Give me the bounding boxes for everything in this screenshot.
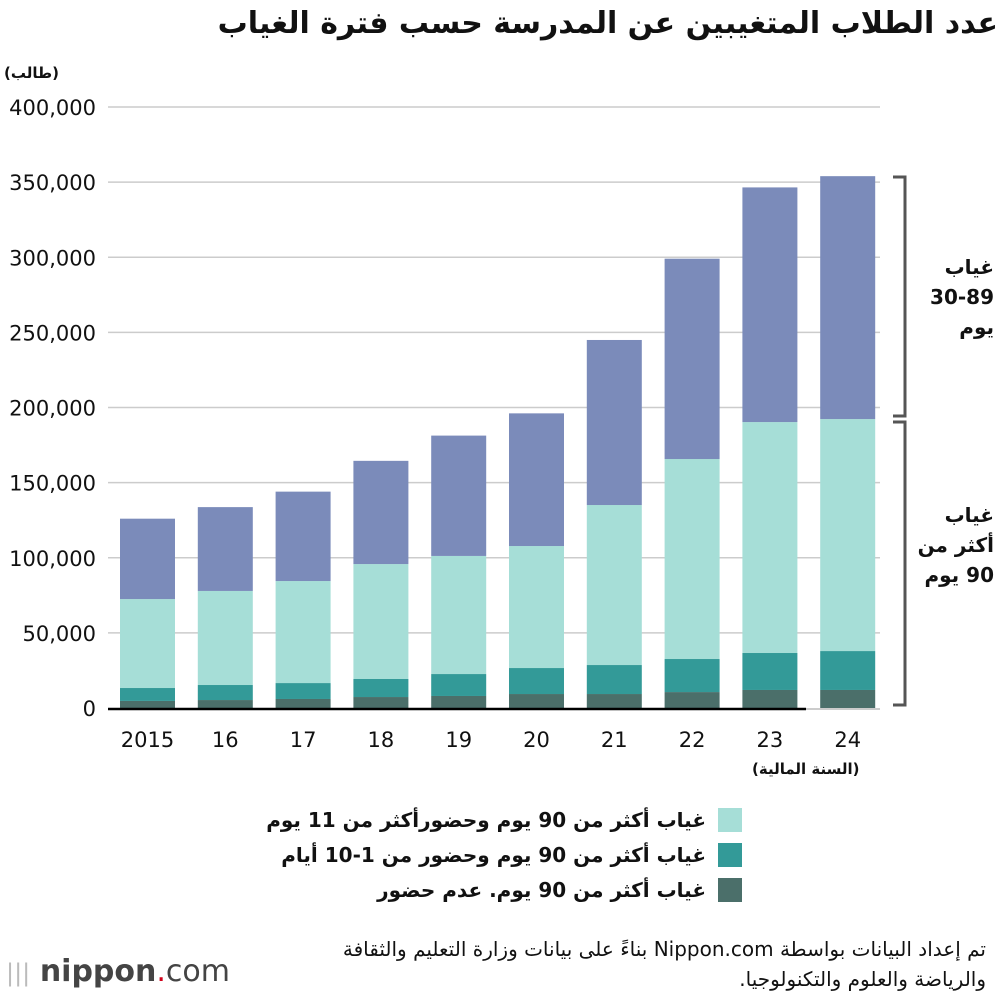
bar-segment-23-1 xyxy=(742,653,798,690)
bar-segment-24-0 xyxy=(820,689,876,708)
legend-label-1-10-days: غياب أكثر من 90 يوم وحضور من 1-10 أيام xyxy=(281,843,706,867)
x-tick-label: 22 xyxy=(679,728,706,752)
bar-segment-2015-0 xyxy=(120,700,175,708)
x-tick-label: 18 xyxy=(368,728,395,752)
source-note: تم إعداد البيانات بواسطة Nippon.com بناء… xyxy=(342,937,986,991)
bar-segment-17-2 xyxy=(275,581,331,684)
x-tick-label: 17 xyxy=(290,728,317,752)
x-tick-label: 20 xyxy=(523,728,550,752)
bar-segment-21-2 xyxy=(586,505,642,666)
bar-segment-21-0 xyxy=(586,694,642,708)
bar-segment-18-3 xyxy=(353,460,409,565)
bar-segment-21-1 xyxy=(586,665,642,695)
bracket-30-89-days xyxy=(893,175,907,418)
bar-segment-20-0 xyxy=(509,694,564,708)
y-axis-label: (طالب) xyxy=(4,64,59,82)
bar-segment-16-3 xyxy=(197,507,253,591)
y-tick-label: 50,000 xyxy=(23,622,96,646)
bracket-label-line: غياب xyxy=(944,255,994,279)
bracket-label-90plus: غياب أكثر من 90 يوم xyxy=(914,500,994,590)
bracket-label-line: يوم xyxy=(959,315,994,339)
bar-segment-2015-3 xyxy=(120,518,175,600)
legend-label-11-days: غياب أكثر من 90 يوم وحضورأكثر من 11 يوم xyxy=(266,808,706,832)
x-tick-label: 21 xyxy=(601,728,628,752)
bar-segment-24-2 xyxy=(820,419,876,652)
bar-segment-24-3 xyxy=(820,176,876,420)
bar-segment-2015-2 xyxy=(120,599,175,689)
bar-segment-19-3 xyxy=(431,435,487,556)
bar-segment-18-1 xyxy=(353,679,409,698)
bracket-label-line: 90 يوم xyxy=(924,563,994,587)
y-tick-label: 250,000 xyxy=(9,321,96,345)
bar-segment-20-2 xyxy=(509,546,564,669)
bracket-label-30-89: غياب 30-89 يوم xyxy=(914,252,994,342)
bar-segment-18-0 xyxy=(353,697,409,708)
legend-swatch-dark xyxy=(718,878,742,902)
y-tick-label: 150,000 xyxy=(9,472,96,496)
y-tick-label: 300,000 xyxy=(9,246,96,270)
legend-label-no-attendance: غياب أكثر من 90 يوم. عدم حضور xyxy=(377,878,706,902)
x-tick-label: 19 xyxy=(445,728,472,752)
bar-segment-20-1 xyxy=(509,668,564,695)
bracket-label-line: أكثر من xyxy=(917,533,994,557)
bar-segment-24-1 xyxy=(820,651,876,690)
y-tick-label: 400,000 xyxy=(9,96,96,120)
bar-segment-23-0 xyxy=(742,689,798,708)
bar-segment-17-0 xyxy=(275,698,331,708)
bar-segment-19-0 xyxy=(431,695,487,708)
x-tick-label: 16 xyxy=(212,728,239,752)
chart-title: عدد الطلاب المتغيبين عن المدرسة حسب فترة… xyxy=(217,6,998,41)
bar-segment-23-2 xyxy=(742,422,798,654)
bracket-label-line: غياب xyxy=(944,503,994,527)
nippon-logo: ||| nippon.com xyxy=(6,954,230,989)
bar-segment-16-1 xyxy=(197,685,253,701)
bar-segment-22-3 xyxy=(664,258,720,460)
y-tick-label: 350,000 xyxy=(9,171,96,195)
bar-segment-17-1 xyxy=(275,683,331,699)
bracket-label-line: 30-89 xyxy=(930,285,994,309)
y-tick-label: 0 xyxy=(83,697,96,721)
y-tick-label: 100,000 xyxy=(9,547,96,571)
x-tick-label: 23 xyxy=(757,728,784,752)
x-tick-label: 24 xyxy=(834,728,861,752)
bar-segment-23-3 xyxy=(742,187,798,423)
x-axis-label: (السنة المالية) xyxy=(752,760,860,778)
bar-segment-17-3 xyxy=(275,491,331,582)
legend-swatch-teal xyxy=(718,843,742,867)
bar-segment-16-0 xyxy=(197,700,253,708)
bar-segment-22-0 xyxy=(664,692,720,708)
bar-segment-18-2 xyxy=(353,564,409,680)
bracket-90plus-days xyxy=(893,420,907,707)
bar-segment-16-2 xyxy=(197,590,253,686)
bar-segment-22-2 xyxy=(664,459,720,660)
bar-segment-2015-1 xyxy=(120,688,175,701)
bar-segment-19-2 xyxy=(431,555,487,675)
y-tick-label: 200,000 xyxy=(9,397,96,421)
bar-segment-21-3 xyxy=(586,339,642,506)
x-tick-label: 2015 xyxy=(121,728,174,752)
bar-segment-20-3 xyxy=(509,413,564,547)
bar-segment-19-1 xyxy=(431,674,487,696)
bar-segment-22-1 xyxy=(664,659,720,693)
legend-swatch-light xyxy=(718,808,742,832)
